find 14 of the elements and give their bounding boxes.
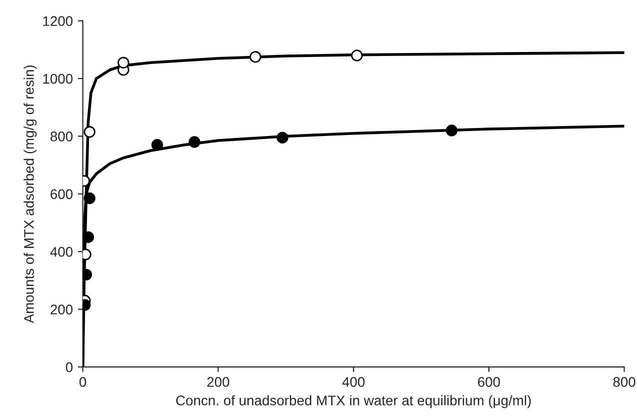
y-tick-label: 1000 [43,74,73,84]
y-tick-label: 1200 [43,16,73,26]
y-tick-label: 200 [50,304,73,314]
x-tick-label: 800 [613,377,636,387]
y-tick-label: 600 [50,189,73,200]
x-tick-label: 200 [207,377,230,387]
y-tick-label: 0 [66,362,73,372]
x-axis-title: Concn. of unadsorbed MTX in water at equilibrium (μg/ml) [176,395,531,408]
y-tick-label: 400 [50,246,73,257]
y-axis-title: Amounts of MTX adsorbed (mg/g of resin) [24,65,37,324]
x-tick-label: 400 [342,377,365,387]
y-tick-label: 800 [50,132,73,142]
x-tick-label: 0 [79,377,86,387]
x-tick-label: 600 [478,377,500,387]
